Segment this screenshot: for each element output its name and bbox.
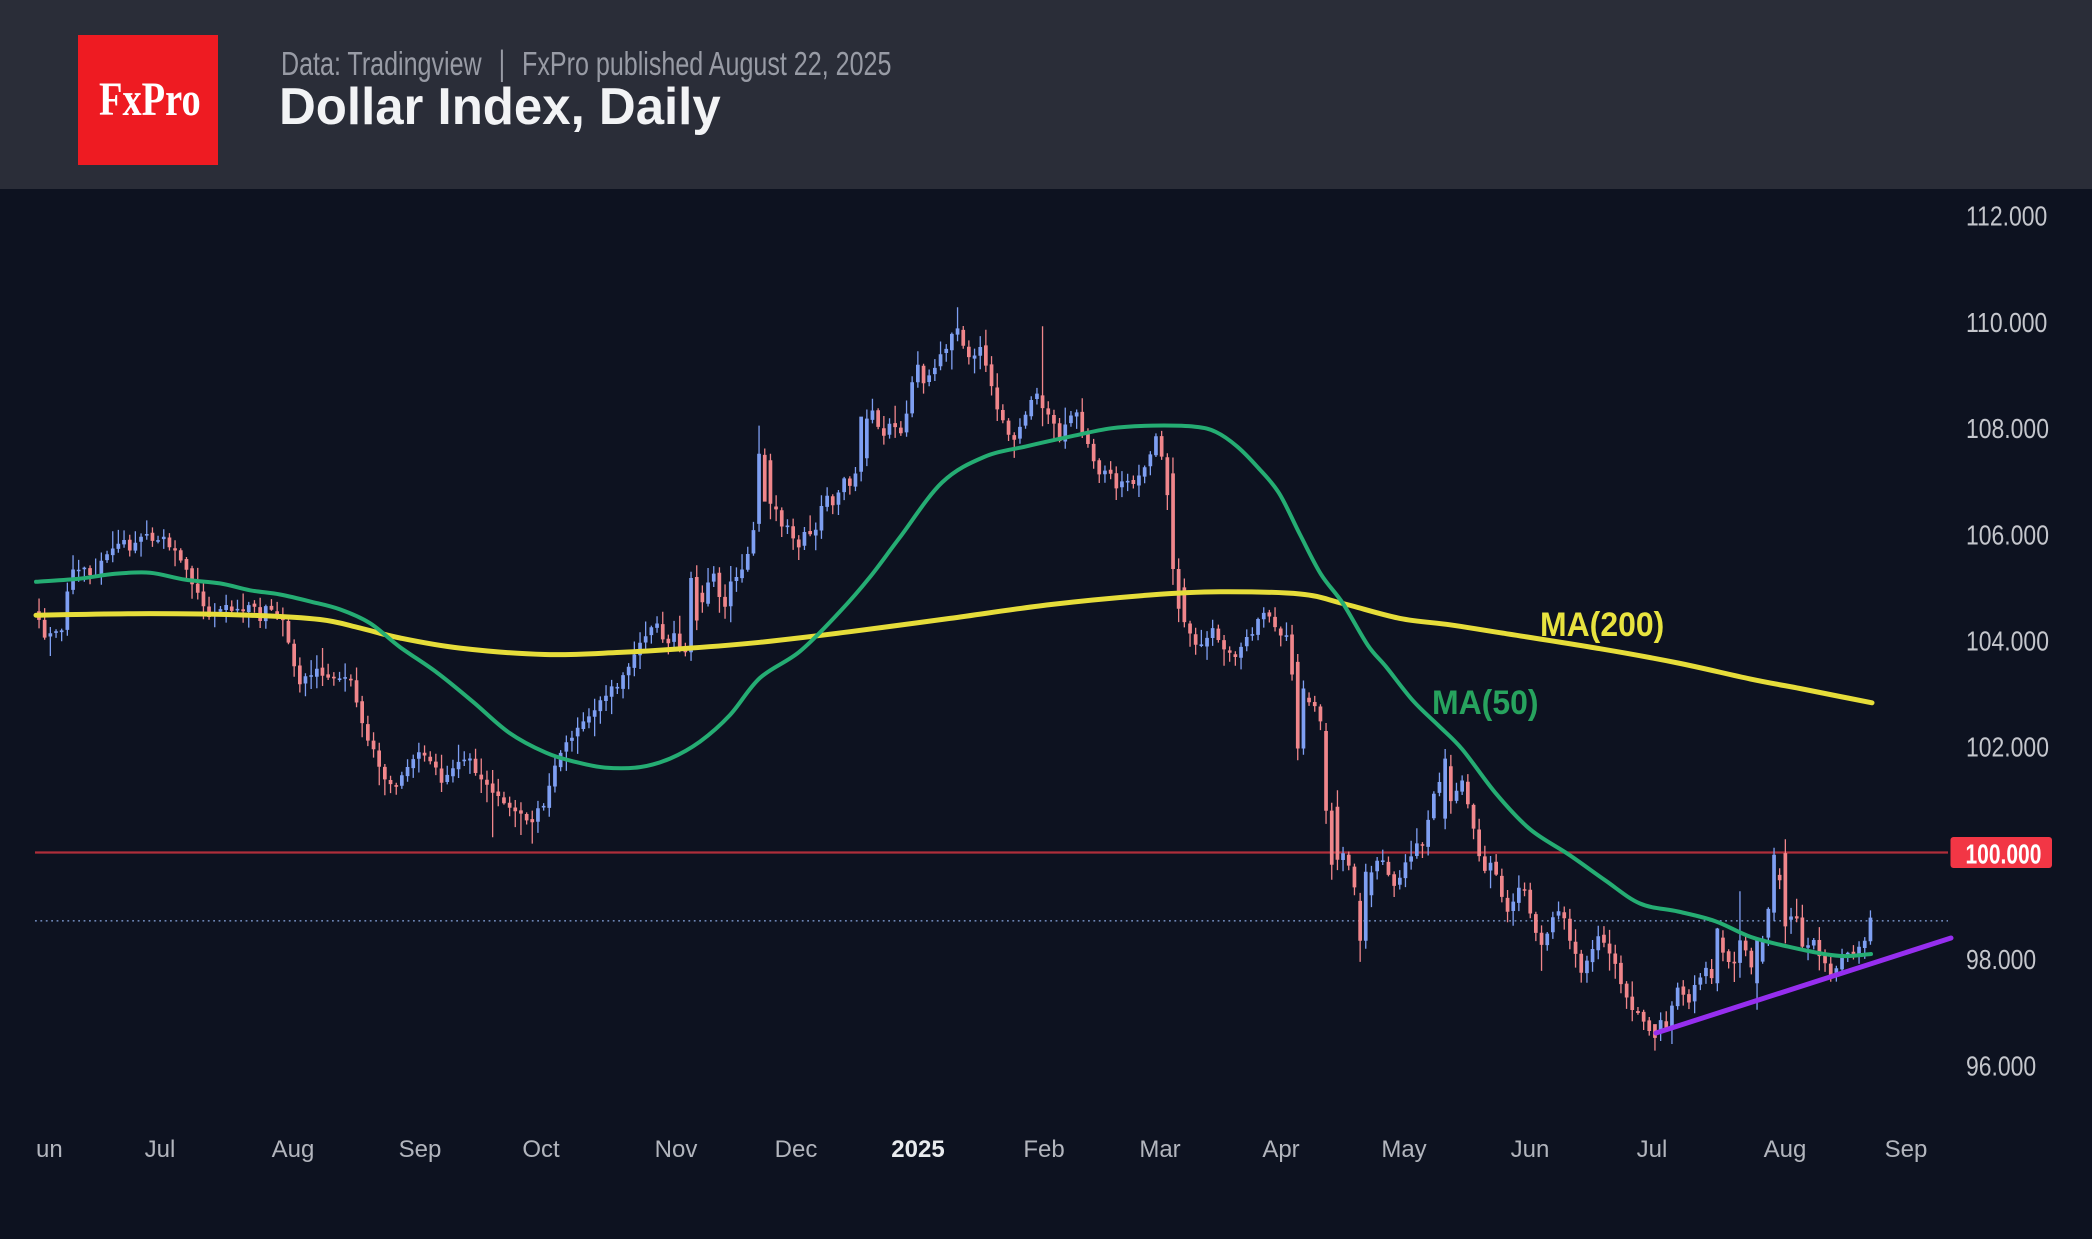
svg-text:Nov: Nov: [655, 1136, 698, 1163]
svg-text:Dollar Index, Daily: Dollar Index, Daily: [279, 77, 721, 136]
svg-text:un: un: [36, 1136, 63, 1163]
svg-text:Mar: Mar: [1139, 1136, 1180, 1163]
svg-text:102.000: 102.000: [1966, 733, 2049, 764]
svg-text:May: May: [1381, 1136, 1426, 1163]
svg-text:Jul: Jul: [145, 1136, 176, 1163]
svg-text:98.000: 98.000: [1966, 945, 2036, 976]
svg-text:Sep: Sep: [1885, 1136, 1928, 1163]
svg-text:MA(200): MA(200): [1540, 605, 1664, 643]
svg-text:Aug: Aug: [1764, 1136, 1807, 1163]
svg-text:MA(50): MA(50): [1432, 683, 1539, 721]
svg-text:Feb: Feb: [1023, 1136, 1064, 1163]
svg-text:Jul: Jul: [1637, 1136, 1668, 1163]
svg-text:2025: 2025: [891, 1136, 944, 1163]
svg-text:Oct: Oct: [522, 1136, 560, 1163]
svg-text:110.000: 110.000: [1966, 308, 2047, 339]
svg-text:Apr: Apr: [1262, 1136, 1299, 1163]
svg-text:FxPro: FxPro: [99, 73, 201, 126]
svg-text:Aug: Aug: [272, 1136, 315, 1163]
svg-text:100.000: 100.000: [1966, 840, 2042, 871]
svg-text:Dec: Dec: [775, 1136, 818, 1163]
svg-text:108.000: 108.000: [1966, 414, 2049, 445]
svg-text:Sep: Sep: [399, 1136, 442, 1163]
svg-text:104.000: 104.000: [1966, 626, 2049, 657]
svg-text:106.000: 106.000: [1966, 520, 2049, 551]
svg-text:Jun: Jun: [1511, 1136, 1550, 1163]
svg-text:96.000: 96.000: [1966, 1051, 2036, 1082]
svg-text:112.000: 112.000: [1966, 202, 2047, 233]
svg-text:Data: Tradingview ∣ FxPro pu: Data: Tradingview ∣ FxPro published Augu…: [281, 46, 891, 83]
